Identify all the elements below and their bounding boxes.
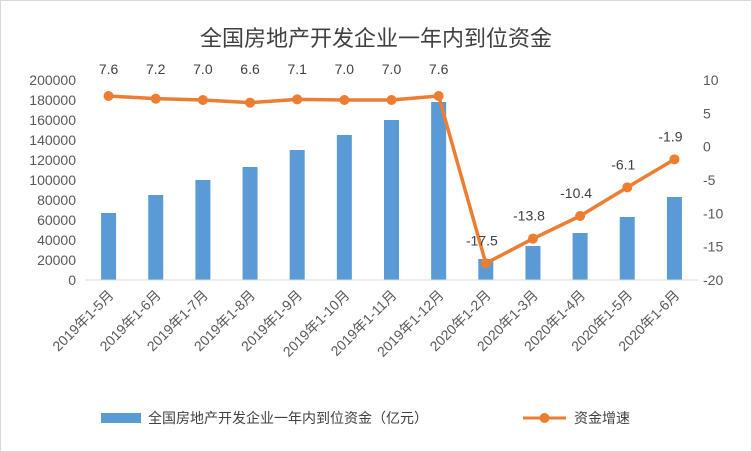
bar	[242, 167, 258, 280]
data-label: 7.0	[193, 61, 213, 77]
left-axis-tick-label: 120000	[29, 152, 76, 168]
left-axis-tick-label: 0	[68, 272, 76, 288]
left-axis-tick-label: 100000	[29, 172, 76, 188]
data-label: 7.2	[146, 61, 166, 77]
bar	[431, 102, 447, 280]
line-marker	[197, 95, 208, 105]
line-marker	[339, 95, 350, 105]
left-axis-ticks: 0 20000 40000 60000 80000 100000 120000 140000 1…	[29, 72, 76, 288]
right-axis-tick-label: -20	[703, 272, 723, 288]
data-label: 7.0	[382, 61, 402, 77]
right-axis-ticks: -20 -15 -10 -5 0 5 10	[703, 72, 723, 288]
bar	[572, 233, 588, 280]
line-series	[103, 91, 680, 269]
left-axis-tick-label: 60000	[37, 212, 76, 228]
line-marker	[622, 182, 633, 193]
right-axis-tick-label: -15	[703, 239, 723, 255]
bar-series	[85, 102, 698, 281]
right-axis-tick-label: 5	[703, 105, 711, 121]
line-marker	[575, 211, 586, 221]
bar	[619, 217, 635, 280]
bar	[666, 197, 682, 280]
left-axis-tick-label: 80000	[37, 192, 76, 208]
bar	[336, 135, 352, 280]
line-marker	[150, 93, 161, 104]
bar	[148, 195, 164, 280]
line-marker	[245, 97, 256, 108]
data-label: -17.5	[466, 232, 498, 248]
left-axis-tick-label: 40000	[37, 232, 76, 248]
legend-label-line: 资金增速	[574, 411, 630, 427]
bar	[384, 120, 399, 280]
bar	[195, 180, 211, 280]
line-marker	[527, 233, 538, 244]
data-label: -6.1	[611, 156, 635, 172]
left-axis-tick-label: 180000	[29, 92, 76, 108]
data-label: -10.4	[560, 185, 592, 201]
bar	[101, 213, 117, 280]
left-axis-tick-label: 140000	[29, 132, 76, 148]
chart-title: 全国房地产开发企业一年内到位资金	[200, 27, 552, 52]
right-axis-tick-label: -10	[703, 205, 723, 221]
left-axis-tick-label: 200000	[29, 72, 76, 88]
line-marker	[292, 94, 303, 105]
line-marker	[433, 91, 444, 101]
bar	[289, 150, 305, 280]
data-label: 7.6	[429, 61, 449, 77]
data-label: 7.1	[287, 61, 307, 77]
data-label: -1.9	[658, 128, 682, 144]
line-marker	[103, 91, 114, 101]
legend-swatch-bar	[101, 413, 141, 423]
data-label: 6.6	[240, 61, 260, 77]
left-axis-tick-label: 160000	[29, 112, 76, 128]
line-marker	[386, 95, 397, 105]
right-axis-tick-label: -5	[703, 172, 716, 188]
bar	[525, 246, 541, 280]
right-axis-tick-label: 0	[703, 139, 711, 155]
legend-label-bar: 全国房地产开发企业一年内到位资金（亿元）	[148, 410, 428, 427]
right-axis-tick-label: 10	[703, 72, 719, 88]
data-label: 7.6	[99, 61, 119, 77]
data-label: -13.8	[513, 208, 545, 224]
legend-swatch-marker	[539, 413, 550, 423]
legend: 全国房地产开发企业一年内到位资金（亿元） 资金增速	[101, 410, 630, 427]
line-marker	[669, 154, 680, 165]
line-marker	[480, 258, 491, 269]
line-data-labels: 7.6 7.2 7.0 6.6 7.1 7.0 7.0 7.6 -17.5 -13.8 -10.4 -…	[99, 61, 683, 248]
data-label: 7.0	[335, 61, 355, 77]
left-axis-tick-label: 20000	[37, 252, 76, 268]
